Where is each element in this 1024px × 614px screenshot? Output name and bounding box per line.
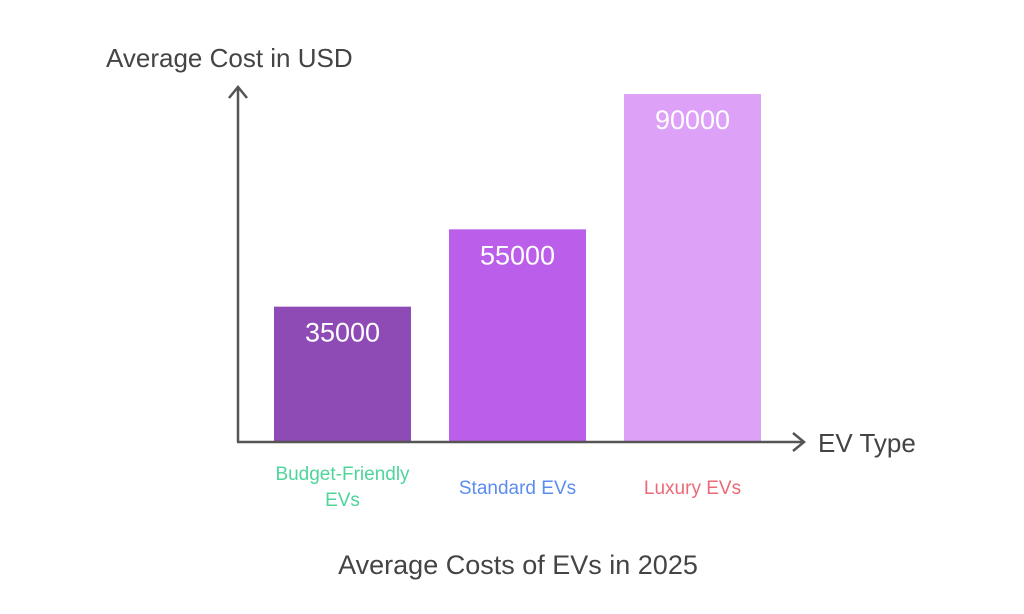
x-axis-arrow-icon bbox=[792, 432, 806, 452]
category-label-line: EVs bbox=[325, 490, 360, 511]
category-label-line: Standard EVs bbox=[459, 478, 576, 499]
bar bbox=[624, 94, 761, 442]
data-label: 90000 bbox=[655, 105, 730, 135]
category-label: Budget-Friendly EVs bbox=[275, 464, 410, 511]
data-label: 35000 bbox=[305, 318, 380, 348]
y-axis-arrow-icon bbox=[228, 85, 248, 99]
category-label-line: Luxury EVs bbox=[644, 478, 741, 499]
data-label: 55000 bbox=[480, 240, 555, 270]
chart-title: Average Costs of EVs in 2025 bbox=[338, 550, 698, 580]
category-label: Standard EVs bbox=[459, 478, 576, 499]
category-label: Luxury EVs bbox=[644, 478, 741, 499]
category-label-line: Budget-Friendly bbox=[275, 464, 410, 485]
bar bbox=[449, 229, 586, 442]
bar bbox=[274, 306, 411, 442]
y-axis-label: Average Cost in USD bbox=[106, 43, 353, 73]
x-axis-label: EV Type bbox=[818, 428, 916, 458]
